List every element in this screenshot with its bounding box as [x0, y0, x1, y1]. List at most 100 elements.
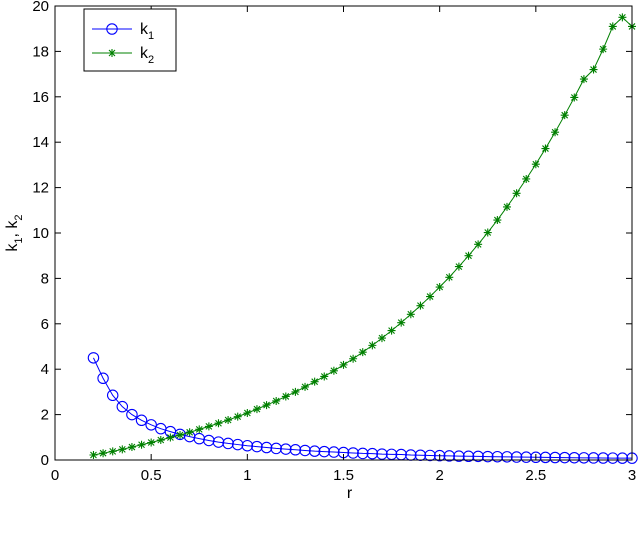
data-point	[176, 431, 185, 440]
data-point	[520, 451, 532, 463]
data-point	[137, 440, 146, 449]
data-point	[368, 341, 377, 350]
data-point	[560, 111, 569, 120]
asterisk-marker	[541, 144, 550, 153]
data-point	[329, 366, 338, 375]
data-point	[376, 448, 388, 460]
asterisk-marker	[147, 438, 156, 447]
y-tick-label: 8	[41, 270, 49, 287]
data-point	[445, 273, 454, 282]
legend-label-sub: 1	[148, 30, 154, 42]
asterisk-marker	[522, 174, 531, 183]
y-label-separator: ,	[4, 229, 21, 238]
data-point	[570, 93, 579, 102]
data-point	[618, 13, 627, 22]
plot-background	[55, 6, 632, 460]
asterisk-marker	[435, 283, 444, 292]
data-point	[443, 450, 456, 462]
data-point	[89, 451, 98, 460]
asterisk-marker	[464, 251, 473, 260]
asterisk-marker	[426, 292, 435, 301]
legend-marker	[106, 23, 118, 35]
asterisk-marker	[493, 216, 502, 225]
legend-item-k1: k1	[92, 21, 154, 42]
data-point	[579, 75, 588, 84]
asterisk-marker	[224, 416, 233, 425]
asterisk-marker	[89, 451, 98, 460]
data-point	[358, 348, 367, 357]
data-point	[251, 440, 263, 453]
data-point	[551, 128, 560, 137]
data-point	[578, 452, 590, 464]
data-point	[454, 262, 463, 271]
asterisk-marker	[589, 65, 598, 74]
asterisk-marker	[368, 341, 377, 350]
data-point	[597, 452, 609, 464]
y-tick-label: 2	[41, 407, 49, 424]
data-point	[481, 450, 494, 463]
data-point	[214, 419, 223, 428]
asterisk-marker	[204, 422, 213, 431]
asterisk-marker	[281, 392, 290, 401]
data-point	[453, 450, 465, 462]
x-tick-label: 2.5	[525, 467, 546, 484]
asterisk-marker	[551, 128, 560, 137]
asterisk-marker	[599, 45, 608, 54]
data-point	[493, 216, 502, 225]
asterisk-marker	[618, 13, 627, 22]
asterisk-marker	[320, 372, 329, 381]
y-label-sub-2: 2	[13, 214, 25, 220]
y-tick-label: 20	[32, 0, 49, 15]
data-point	[99, 449, 108, 458]
asterisk-marker	[454, 262, 463, 271]
data-point	[108, 447, 117, 456]
data-point	[106, 389, 119, 402]
data-point	[156, 436, 165, 445]
asterisk-marker	[176, 431, 185, 440]
x-tick-label: 3	[628, 467, 636, 484]
x-tick-label: 0.5	[141, 467, 162, 484]
data-point	[212, 436, 225, 448]
asterisk-marker	[310, 377, 319, 386]
data-point	[222, 437, 234, 450]
data-point	[462, 450, 475, 463]
data-point	[433, 449, 446, 462]
y-axis-label: k1, k2	[4, 214, 25, 251]
data-point	[483, 228, 492, 237]
data-point	[522, 174, 531, 183]
data-point	[318, 445, 331, 458]
data-point	[366, 447, 379, 460]
data-point	[416, 301, 425, 310]
legend-box	[83, 8, 177, 72]
data-point	[328, 446, 340, 458]
y-label-base-2: k	[4, 220, 21, 229]
asterisk-marker	[118, 445, 127, 454]
legend-label-base: k	[140, 45, 149, 62]
data-point	[356, 447, 369, 460]
asterisk-marker	[570, 93, 579, 102]
legend-label-sub: 2	[148, 54, 154, 66]
y-tick-label: 18	[32, 43, 49, 60]
asterisk-marker	[252, 405, 261, 414]
y-label-sub-1: 1	[13, 237, 25, 243]
asterisk-marker	[156, 436, 165, 445]
data-point	[474, 240, 483, 249]
data-point	[339, 360, 348, 369]
y-tick-label: 4	[41, 361, 49, 378]
data-point	[260, 441, 273, 454]
data-point	[320, 372, 329, 381]
x-axis-label: r	[347, 485, 353, 502]
data-point	[589, 65, 598, 74]
data-point	[512, 189, 521, 198]
data-point	[224, 416, 233, 425]
data-point	[127, 443, 136, 452]
legend-label: k2	[140, 45, 154, 66]
y-tick-label: 6	[41, 316, 49, 333]
data-point	[87, 352, 100, 364]
asterisk-marker	[166, 433, 175, 442]
data-point	[262, 401, 271, 410]
data-point	[387, 326, 396, 335]
asterisk-marker	[560, 111, 569, 120]
data-point	[608, 22, 617, 31]
